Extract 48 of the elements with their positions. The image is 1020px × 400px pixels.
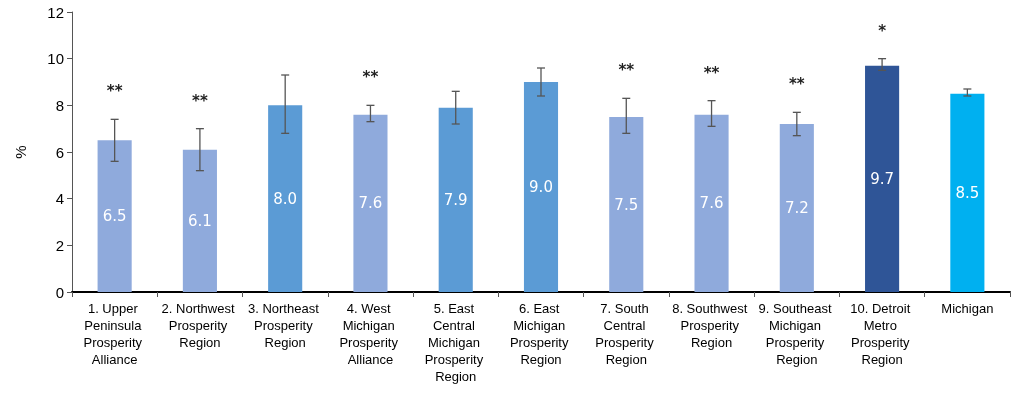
data-label: 8.0 (273, 189, 298, 208)
bar (865, 65, 900, 292)
annotation: * (878, 21, 887, 40)
y-tick-label: 10 (47, 50, 64, 68)
x-tick-label: 6. East Michigan Prosperity Region (509, 301, 573, 367)
annotation: ** (362, 68, 379, 87)
data-label: 9.0 (529, 178, 553, 196)
y-tick-label: 4 (55, 190, 64, 208)
x-tick-label: 4. West Michigan Prosperity Alliance (339, 301, 402, 367)
x-tick-label: Michigan (941, 301, 994, 316)
bar (950, 93, 985, 292)
x-tick-label: 7. South Central Prosperity Region (595, 301, 658, 367)
bar (182, 149, 217, 292)
y-tick-label: 12 (47, 3, 64, 21)
annotation: ** (703, 63, 720, 82)
data-label: 6.5 (102, 207, 127, 226)
x-tick-label: 9. Southeast Michigan Prosperity Region (758, 301, 836, 367)
y-axis-title: % (12, 145, 29, 159)
annotation: ** (106, 82, 123, 101)
x-tick-label: 8. Southwest Prosperity Region (672, 301, 751, 350)
bar (438, 107, 473, 292)
data-label: 7.6 (358, 194, 383, 213)
x-tick-label: 10. Detroit Metro Prosperity Region (850, 301, 914, 367)
annotation: ** (192, 91, 208, 110)
y-tick-label: 0 (55, 283, 64, 301)
bar (694, 114, 729, 292)
bar (779, 124, 814, 292)
bar (523, 82, 559, 292)
x-tick-label: 1. Upper Peninsula Prosperity Alliance (83, 301, 146, 367)
data-label: 7.9 (443, 190, 468, 209)
y-tick-label: 6 (55, 143, 64, 161)
x-tick-label: 3. Northeast Prosperity Region (247, 301, 323, 350)
bar (609, 117, 644, 292)
data-label: 6.1 (187, 211, 212, 230)
x-tick-label: 5. East Central Michigan Prosperity Region (424, 301, 487, 384)
data-label: 9.7 (870, 169, 895, 188)
annotation: ** (788, 75, 805, 94)
y-tick-label: 2 (55, 236, 64, 254)
data-label: 7.6 (699, 194, 724, 213)
data-label: 7.5 (614, 195, 639, 214)
bar (268, 105, 303, 292)
annotation: ** (618, 61, 635, 80)
y-tick-label: 8 (55, 96, 64, 114)
x-tick-label: 2. Northwest Prosperity Region (161, 301, 239, 350)
bar (353, 114, 388, 292)
data-label: 7.2 (784, 199, 809, 217)
data-label: 8.5 (955, 183, 980, 202)
bar (97, 140, 132, 292)
